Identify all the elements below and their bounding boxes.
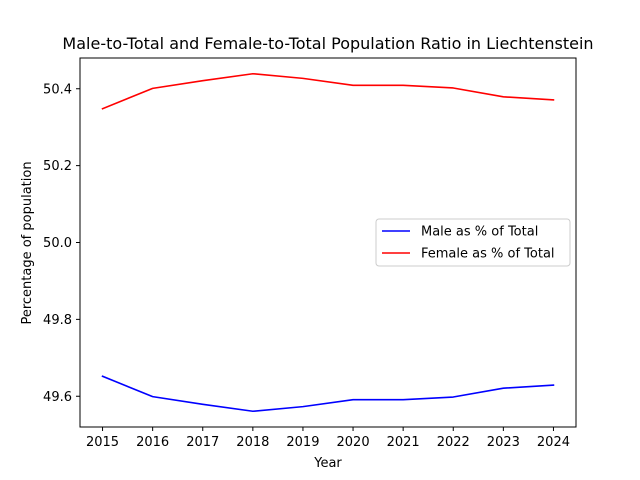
x-tick-label: 2017 bbox=[186, 435, 219, 450]
x-tick-label: 2015 bbox=[86, 435, 119, 450]
y-axis-label: Percentage of population bbox=[20, 161, 35, 324]
x-tick-label: 2024 bbox=[537, 435, 570, 450]
y-tick-label: 50.2 bbox=[43, 159, 72, 174]
plot-area: 2015 2016 2017 2018 2019 2020 2021 2022 2023 2024… bbox=[43, 57, 577, 450]
series-line-male bbox=[101, 375, 555, 413]
x-axis-label: Year bbox=[313, 456, 342, 471]
x-tick-label: 2022 bbox=[437, 435, 470, 450]
legend-label: Female as % of Total bbox=[421, 247, 555, 262]
x-tick-label: 2021 bbox=[387, 435, 420, 450]
chart-title: Male-to-Total and Female-to-Total Popula… bbox=[62, 34, 593, 53]
x-tick-label: 2016 bbox=[136, 435, 169, 450]
x-tick-label: 2020 bbox=[337, 435, 370, 450]
x-tick-label: 2019 bbox=[286, 435, 319, 450]
y-tick-label: 50.4 bbox=[43, 82, 72, 97]
legend-box bbox=[375, 218, 571, 267]
legend-label: Male as % of Total bbox=[421, 225, 538, 240]
x-tick-label: 2018 bbox=[236, 435, 269, 450]
y-tick-label: 50.0 bbox=[43, 236, 72, 251]
series-line-female bbox=[101, 72, 555, 110]
y-tick-label: 49.8 bbox=[43, 313, 72, 328]
y-tick-label: 49.6 bbox=[43, 390, 72, 405]
x-tick-label: 2023 bbox=[487, 435, 520, 450]
